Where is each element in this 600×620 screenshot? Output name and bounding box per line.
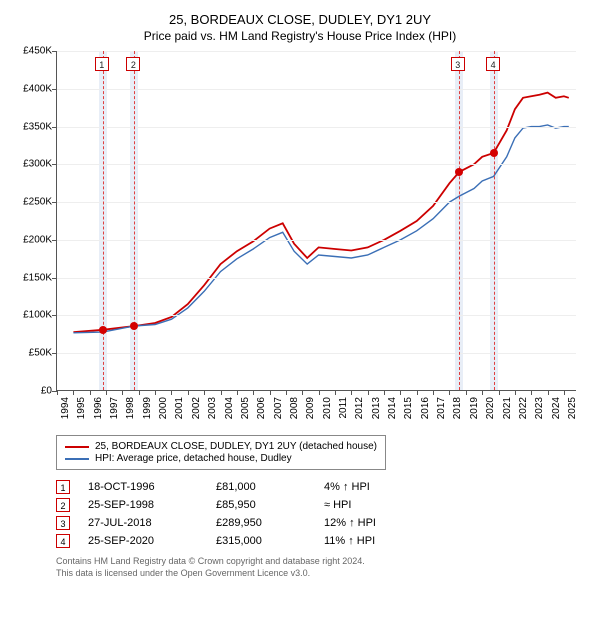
sale-dot xyxy=(130,322,138,330)
sale-dot xyxy=(99,326,107,334)
sales-row-price: £81,000 xyxy=(216,481,306,493)
y-axis-label: £100K xyxy=(12,310,52,321)
sale-marker-number: 1 xyxy=(95,57,109,71)
x-axis-label: 1994 xyxy=(60,397,71,427)
x-axis-label: 2008 xyxy=(289,397,300,427)
sales-row: 4 25-SEP-2020 £315,000 11% ↑ HPI xyxy=(56,534,588,548)
sales-row-price: £85,950 xyxy=(216,499,306,511)
y-axis-label: £400K xyxy=(12,83,52,94)
sales-row-marker: 1 xyxy=(56,480,70,494)
sale-dot xyxy=(490,149,498,157)
x-axis-label: 2004 xyxy=(224,397,235,427)
x-axis-label: 1997 xyxy=(109,397,120,427)
x-axis-label: 2014 xyxy=(387,397,398,427)
x-axis-label: 1996 xyxy=(93,397,104,427)
plot-region: 1 2 3 4 xyxy=(56,51,576,391)
sales-row-price: £315,000 xyxy=(216,535,306,547)
footer-attribution: Contains HM Land Registry data © Crown c… xyxy=(56,556,588,579)
x-axis-label: 2025 xyxy=(567,397,578,427)
x-axis-label: 2009 xyxy=(305,397,316,427)
chart-title: 25, BORDEAUX CLOSE, DUDLEY, DY1 2UY xyxy=(12,12,588,27)
sales-row-hpi-relation: 4% ↑ HPI xyxy=(324,481,414,493)
x-axis-label: 2019 xyxy=(469,397,480,427)
chart-area: 1 2 3 4 1994 1995 1996 1997 1998 1999 2000 2001 200… xyxy=(12,51,588,427)
x-axis-label: 2018 xyxy=(452,397,463,427)
x-axis-label: 2022 xyxy=(518,397,529,427)
sale-marker-vline xyxy=(134,51,135,390)
sales-row-date: 27-JUL-2018 xyxy=(88,517,198,529)
legend-label: HPI: Average price, detached house, Dudl… xyxy=(95,453,292,464)
sales-row-hpi-relation: 12% ↑ HPI xyxy=(324,517,414,529)
legend-item: HPI: Average price, detached house, Dudl… xyxy=(65,453,377,464)
sales-row-marker: 4 xyxy=(56,534,70,548)
footer-line-1: Contains HM Land Registry data © Crown c… xyxy=(56,556,588,568)
x-axis-label: 2021 xyxy=(502,397,513,427)
sales-row: 3 27-JUL-2018 £289,950 12% ↑ HPI xyxy=(56,516,588,530)
footer-line-2: This data is licensed under the Open Gov… xyxy=(56,568,588,580)
sales-row-hpi-relation: ≈ HPI xyxy=(324,499,414,511)
sales-row-date: 25-SEP-2020 xyxy=(88,535,198,547)
y-axis-label: £250K xyxy=(12,197,52,208)
legend-swatch xyxy=(65,458,89,460)
x-axis-label: 2012 xyxy=(354,397,365,427)
sales-row: 1 18-OCT-1996 £81,000 4% ↑ HPI xyxy=(56,480,588,494)
chart-container: 25, BORDEAUX CLOSE, DUDLEY, DY1 2UY Pric… xyxy=(0,0,600,587)
sales-row-date: 25-SEP-1998 xyxy=(88,499,198,511)
sales-table: 1 18-OCT-1996 £81,000 4% ↑ HPI 2 25-SEP-1998 £… xyxy=(56,480,588,548)
x-axis-label: 2000 xyxy=(158,397,169,427)
x-axis-label: 1995 xyxy=(76,397,87,427)
sale-marker-vline xyxy=(103,51,104,390)
sale-dot xyxy=(455,168,463,176)
x-axis-label: 1998 xyxy=(125,397,136,427)
x-axis-label: 2006 xyxy=(256,397,267,427)
x-axis-label: 2020 xyxy=(485,397,496,427)
x-axis-label: 2015 xyxy=(403,397,414,427)
x-axis-label: 2016 xyxy=(420,397,431,427)
sale-marker-number: 4 xyxy=(486,57,500,71)
sales-row: 2 25-SEP-1998 £85,950 ≈ HPI xyxy=(56,498,588,512)
x-axis-label: 2017 xyxy=(436,397,447,427)
sales-row-marker: 2 xyxy=(56,498,70,512)
x-axis-label: 2013 xyxy=(371,397,382,427)
legend-label: 25, BORDEAUX CLOSE, DUDLEY, DY1 2UY (det… xyxy=(95,441,377,452)
sale-marker-vline xyxy=(459,51,460,390)
x-axis-label: 2002 xyxy=(191,397,202,427)
y-axis-label: £150K xyxy=(12,272,52,283)
x-axis-label: 2024 xyxy=(551,397,562,427)
x-axis-label: 2023 xyxy=(534,397,545,427)
x-axis-label: 2005 xyxy=(240,397,251,427)
legend: 25, BORDEAUX CLOSE, DUDLEY, DY1 2UY (det… xyxy=(56,435,386,470)
x-axis-label: 2011 xyxy=(338,397,349,427)
y-axis-label: £50K xyxy=(12,348,52,359)
sales-row-price: £289,950 xyxy=(216,517,306,529)
x-axis-label: 2010 xyxy=(322,397,333,427)
x-axis-label: 2007 xyxy=(273,397,284,427)
y-axis-label: £300K xyxy=(12,159,52,170)
sales-row-hpi-relation: 11% ↑ HPI xyxy=(324,535,414,547)
chart-subtitle: Price paid vs. HM Land Registry's House … xyxy=(12,29,588,43)
sale-marker-number: 3 xyxy=(451,57,465,71)
legend-swatch xyxy=(65,446,89,448)
legend-item: 25, BORDEAUX CLOSE, DUDLEY, DY1 2UY (det… xyxy=(65,441,377,452)
y-axis-label: £450K xyxy=(12,46,52,57)
sales-row-marker: 3 xyxy=(56,516,70,530)
x-axis-labels: 1994 1995 1996 1997 1998 1999 2000 2001 2002 2003… xyxy=(56,391,576,427)
x-axis-label: 2003 xyxy=(207,397,218,427)
sales-row-date: 18-OCT-1996 xyxy=(88,481,198,493)
sale-marker-vline xyxy=(494,51,495,390)
x-axis-label: 1999 xyxy=(142,397,153,427)
sale-marker-number: 2 xyxy=(126,57,140,71)
y-axis-label: £200K xyxy=(12,234,52,245)
y-axis-label: £350K xyxy=(12,121,52,132)
y-axis-label: £0 xyxy=(12,386,52,397)
x-axis-label: 2001 xyxy=(174,397,185,427)
